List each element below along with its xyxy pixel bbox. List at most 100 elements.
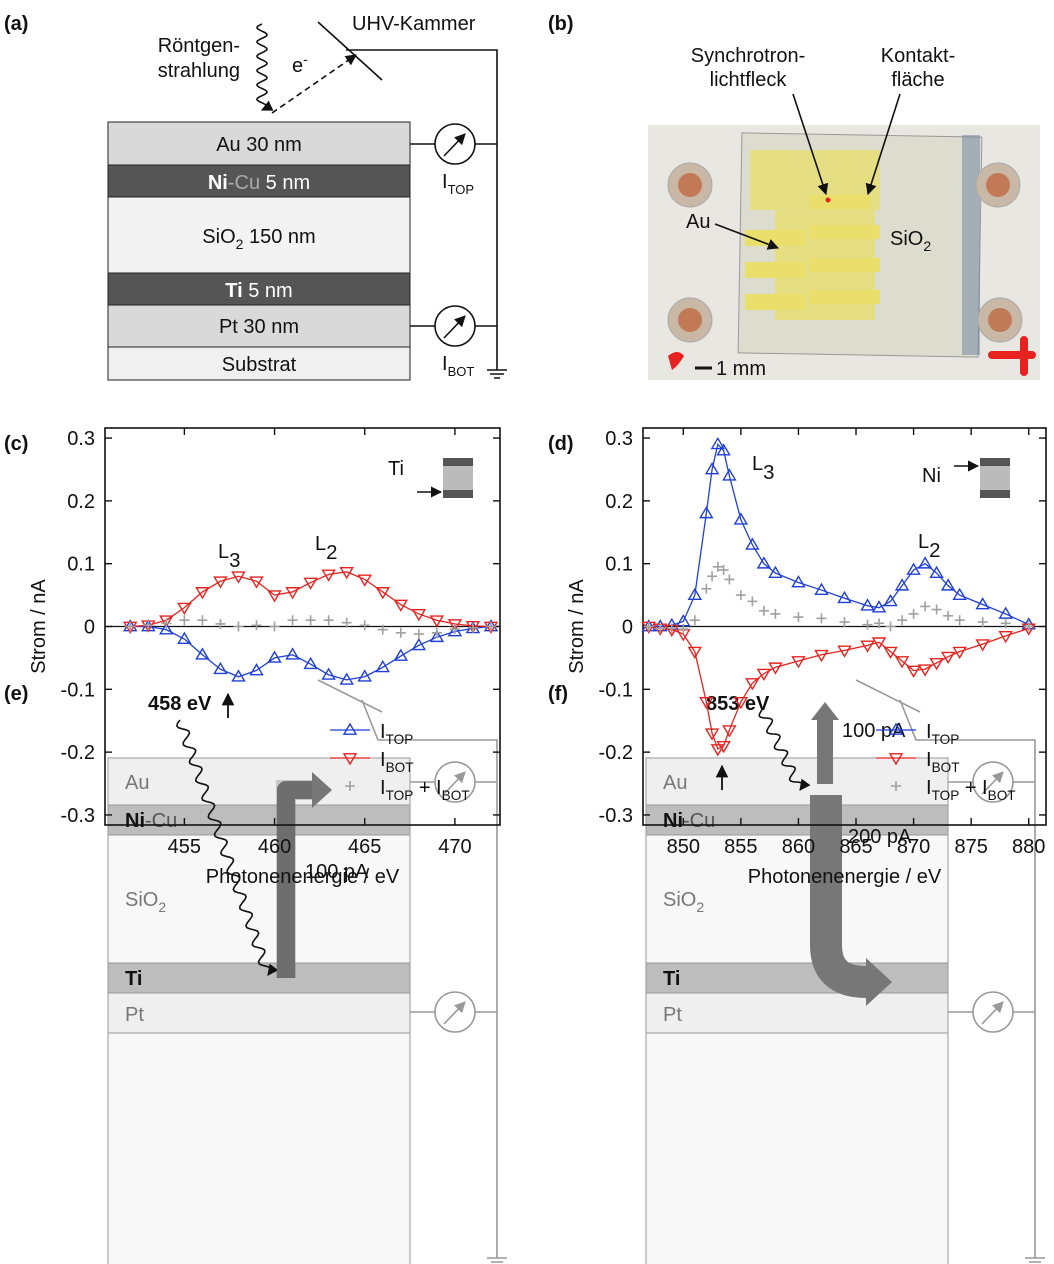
marker	[837, 645, 852, 658]
text: I	[926, 777, 932, 799]
current-label: 100 pA	[305, 861, 369, 883]
marker	[943, 610, 954, 621]
layer	[107, 757, 411, 806]
marker	[733, 696, 749, 710]
wire	[361, 699, 498, 1258]
marker	[393, 599, 409, 612]
marker	[699, 506, 714, 519]
layer	[107, 272, 411, 306]
chamber-label: UHV-Kammer	[352, 13, 476, 35]
marker	[768, 662, 783, 675]
marker	[724, 574, 735, 585]
marker	[449, 624, 460, 635]
xray-label: strahlung	[158, 60, 240, 82]
marker	[952, 587, 967, 600]
text: 5 nm	[243, 280, 293, 302]
text: Ni	[125, 810, 145, 832]
marker	[159, 622, 174, 635]
marker	[722, 468, 737, 481]
marker	[758, 605, 769, 616]
inset-layer	[443, 466, 473, 490]
marker	[429, 629, 445, 643]
chamber	[317, 21, 383, 81]
y-tick-label: 0.1	[67, 554, 95, 576]
marker	[883, 593, 898, 607]
pad	[810, 290, 880, 304]
chamber	[317, 679, 383, 713]
rich-label: L3	[752, 453, 774, 484]
marker	[860, 598, 875, 611]
layer-label: SiO2 150 nm	[202, 226, 315, 252]
ground	[1025, 1257, 1045, 1263]
annotation: fläche	[891, 69, 944, 91]
current-label: 200 pA	[848, 826, 912, 848]
ammeter-needle	[443, 315, 466, 339]
annotation: Au	[686, 211, 710, 233]
marker	[465, 620, 481, 634]
marker	[687, 646, 703, 660]
x-axis-label: Photonenenergie / eV	[748, 866, 942, 888]
y-axis-label: Strom / nA	[566, 579, 588, 674]
marker	[699, 696, 714, 710]
pad	[745, 294, 805, 310]
marker	[431, 627, 442, 638]
marker	[197, 615, 208, 626]
marker	[339, 672, 354, 685]
y-tick-label: 0.1	[605, 554, 633, 576]
marker	[954, 615, 965, 626]
layer-label: Ni-Cu	[125, 810, 177, 832]
text: I	[442, 353, 448, 375]
layer-label: Ti	[125, 968, 142, 990]
pointer	[792, 93, 829, 196]
text: TOP	[932, 788, 960, 803]
text: -Cu	[228, 172, 260, 194]
ammeter-needle	[981, 1001, 1004, 1025]
layer	[107, 346, 411, 381]
marker	[735, 590, 746, 601]
marker	[712, 561, 723, 572]
text: BOT	[386, 760, 414, 775]
marker	[447, 619, 463, 632]
text: BOT	[448, 364, 475, 379]
x-tick-label: 455	[168, 836, 201, 858]
marker	[906, 665, 921, 678]
text: Ni	[663, 810, 683, 832]
rich-label: ITOP + IBOT	[926, 777, 1016, 803]
x-tick-label: 870	[897, 836, 930, 858]
marker	[269, 621, 280, 632]
panel-label: (d)	[548, 433, 574, 455]
text: + I	[413, 777, 441, 799]
panel-b: 1 mm Synchrotron- lichtfleck Kontakt- fl…	[648, 45, 1040, 380]
marker	[395, 627, 406, 638]
marker	[267, 650, 282, 663]
marker	[339, 566, 354, 580]
marker	[195, 647, 210, 660]
screw	[988, 308, 1012, 332]
electron-label: e-	[292, 51, 308, 77]
panel-label: (e)	[4, 683, 28, 705]
layer	[107, 1032, 411, 1264]
y-tick-label: -0.2	[599, 742, 633, 764]
arrow-head	[866, 958, 892, 1006]
ammeter-needle	[981, 771, 1004, 795]
marker	[179, 615, 190, 626]
panel-label: (c)	[4, 433, 28, 455]
text: -Cu	[683, 810, 715, 832]
marker	[377, 624, 388, 635]
marker	[345, 781, 355, 791]
meter-label: ITOP	[442, 171, 474, 197]
marker	[885, 621, 896, 632]
rich-label: ITOP	[926, 721, 959, 747]
x-tick-label: 850	[667, 836, 700, 858]
marker	[745, 678, 760, 691]
marker	[303, 656, 318, 670]
layer-label: SiO2	[125, 889, 166, 915]
x-tick-label: 880	[1012, 836, 1045, 858]
marker	[883, 646, 898, 660]
x-tick-label: 470	[438, 836, 471, 858]
marker	[393, 648, 409, 661]
layer	[107, 196, 411, 274]
y-axis-label: Strom / nA	[28, 579, 50, 674]
layer-label: Au 30 nm	[216, 134, 302, 156]
y-tick-label: 0	[622, 617, 633, 639]
